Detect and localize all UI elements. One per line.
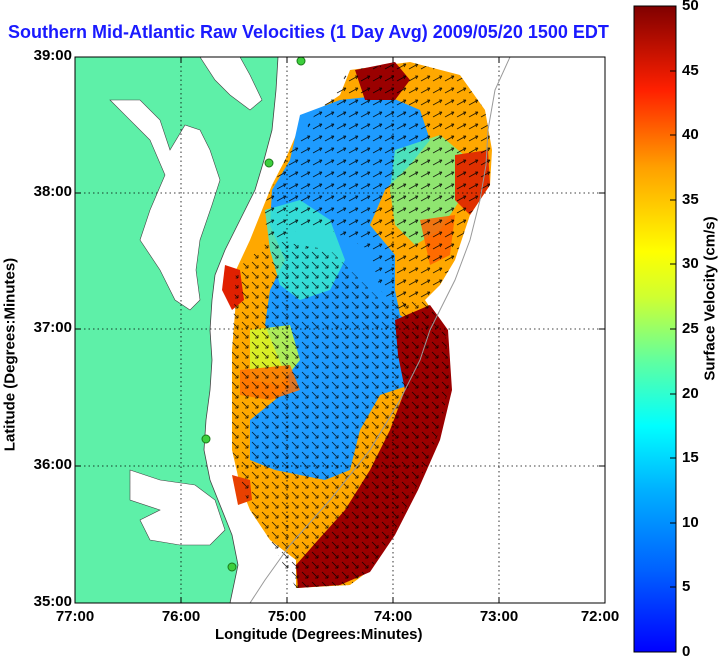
colorbar <box>633 5 677 653</box>
ytick-label: 36:00 <box>33 456 72 473</box>
xtick-label: 74:00 <box>373 608 413 625</box>
colorbar-tick-label: 35 <box>682 191 699 208</box>
colorbar-tick-label: 40 <box>682 126 699 143</box>
velocity-vectors-north <box>262 62 492 310</box>
gridlines <box>75 57 605 603</box>
station-marker <box>227 562 237 572</box>
colorbar-tick-label: 10 <box>682 514 699 531</box>
chesapeake-bay <box>109 99 221 311</box>
colorbar-tick-label: 25 <box>682 320 699 337</box>
plot-frame <box>74 56 606 604</box>
coastline <box>203 56 279 604</box>
colorbar-tick-label: 0 <box>682 643 691 660</box>
colorbar-tick-label: 50 <box>682 0 699 14</box>
ytick-label: 39:00 <box>33 47 72 64</box>
station-marker <box>201 434 211 444</box>
colorbar-tick-label: 5 <box>682 578 691 595</box>
land-mass <box>75 57 278 603</box>
shelf-break-contour <box>249 56 511 604</box>
colorbar-tick-label: 15 <box>682 449 699 466</box>
colorbar-label: Surface Velocity (cm/s) <box>701 216 719 381</box>
colorbar-tick-label: 45 <box>682 62 699 79</box>
y-axis-label: Latitude (Degrees:Minutes) <box>1 257 19 452</box>
x-axis-label: Longitude (Degrees:Minutes) <box>215 626 423 643</box>
colorbar-tick-label: 20 <box>682 385 699 402</box>
sound-waters <box>129 469 226 546</box>
ytick-label: 38:00 <box>33 183 72 200</box>
xtick-label: 73:00 <box>479 608 519 625</box>
delaware-bay <box>199 57 263 111</box>
station-marker <box>296 56 306 66</box>
tick-marks <box>75 57 605 603</box>
map-layers <box>75 57 492 603</box>
station-marker <box>264 158 274 168</box>
xtick-label: 75:00 <box>267 608 307 625</box>
ytick-label: 37:00 <box>33 319 72 336</box>
xtick-label: 72:00 <box>580 608 620 625</box>
map-title: Southern Mid-Atlantic Raw Velocities (1 … <box>8 22 609 42</box>
velocity-vectors-south <box>232 240 450 588</box>
xtick-label: 77:00 <box>55 608 95 625</box>
ytick-label: 35:00 <box>33 593 72 610</box>
colorbar-tick-label: 30 <box>682 255 699 272</box>
colorbar-ticks <box>670 70 676 588</box>
xtick-label: 76:00 <box>161 608 201 625</box>
station-markers <box>201 56 306 572</box>
